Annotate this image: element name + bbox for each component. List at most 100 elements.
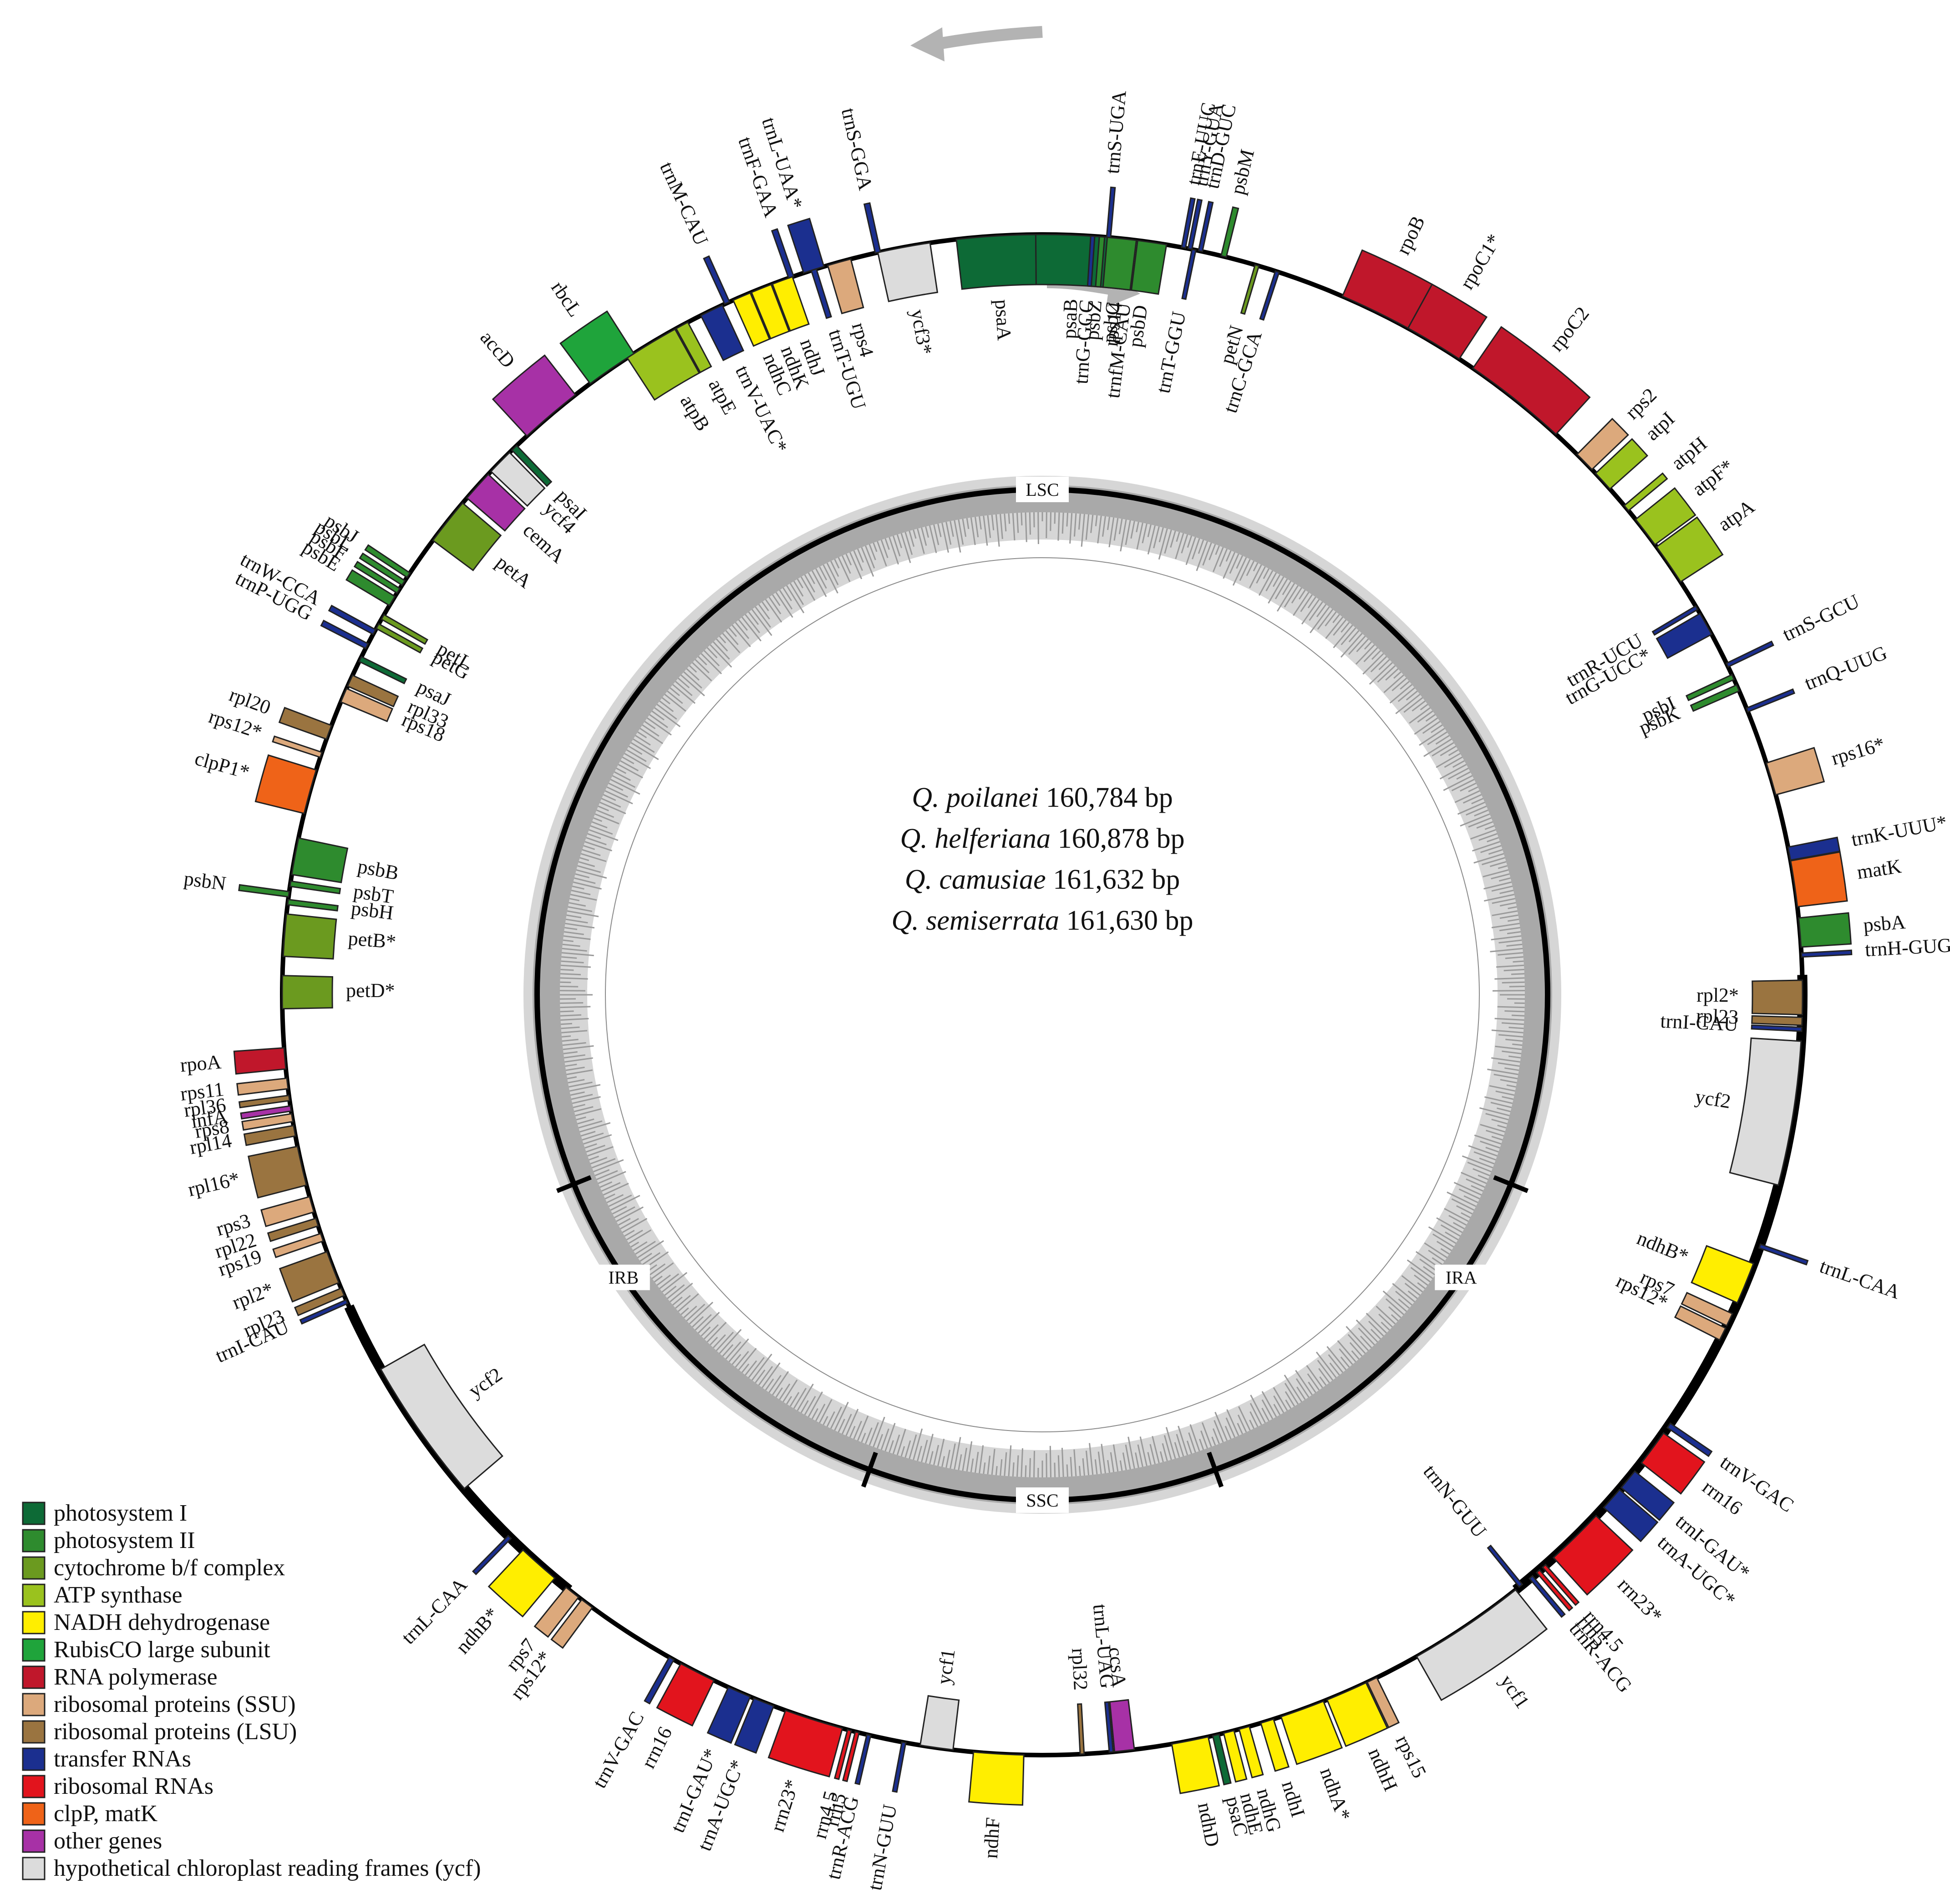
- legend-label-ndh: NADH dehydrogenase: [54, 1609, 270, 1635]
- gene-ndhg: [1238, 1726, 1264, 1779]
- gene-label-trns-uga: trnS-UGA: [1101, 90, 1131, 175]
- legend-swatch-psi: [22, 1502, 46, 1525]
- gene-rrn16: [1640, 1432, 1706, 1495]
- gene-petd: [281, 975, 334, 1010]
- gene-trna-ugc: [734, 1697, 775, 1754]
- legend-swatch-oth: [22, 1829, 46, 1853]
- gene-label-peta: petA: [492, 551, 536, 593]
- gene-trnk-uuu: [1787, 836, 1841, 861]
- gene-trnr-acg: [1528, 1575, 1566, 1618]
- gene-trni-cau: [1751, 1024, 1803, 1032]
- legend-swatch-rrn: [22, 1775, 46, 1798]
- gene-rps12: [272, 735, 323, 759]
- gene-trns-gcu: [1725, 640, 1774, 668]
- legend-label-rbc: RubisCO large subunit: [54, 1637, 270, 1663]
- gene-ndhe: [1223, 1730, 1248, 1783]
- gene-psai: [511, 444, 553, 487]
- size-line-3: Q. camusiae 161,632 bp: [905, 864, 1180, 895]
- legend-swatch-ycf: [22, 1857, 46, 1880]
- gene-rpl20: [278, 707, 333, 740]
- legend-label-rrn: ribosomal RNAs: [54, 1773, 213, 1799]
- region-label-bg: [1435, 1264, 1488, 1290]
- region-label-ira: IRA: [1446, 1268, 1477, 1288]
- gene-label-ndhf: ndhF: [980, 1817, 1004, 1859]
- gene-ycf2: [380, 1344, 503, 1490]
- genome-size-text: Q. poilanei 160,784 bp Q. helferiana 160…: [891, 782, 1193, 936]
- gene-psbc: [1102, 236, 1138, 291]
- gene-label-matk: matK: [1855, 855, 1903, 884]
- region-boundary-tick: [1493, 1175, 1529, 1193]
- region-boundary-tick: [556, 1175, 592, 1193]
- gene-psbe: [345, 569, 396, 606]
- gene-trnr-ucu: [1651, 605, 1699, 636]
- legend-swatch-cyt: [22, 1556, 46, 1580]
- gene-trnl-caa: [472, 1534, 512, 1575]
- gene-label-rps8: rps8: [193, 1115, 231, 1143]
- gene-rpl23: [294, 1287, 345, 1317]
- gene-label-ycf2: ycf2: [464, 1363, 506, 1402]
- legend-swatch-ndh: [22, 1611, 46, 1634]
- gene-rpl22: [267, 1217, 319, 1242]
- gene-trng-gcc: [1087, 235, 1096, 287]
- gene-label-rpoc2: rpoC2: [1545, 302, 1594, 356]
- gene-rps15: [1366, 1676, 1400, 1729]
- gene-matk: [1790, 851, 1848, 908]
- gene-rps2: [1576, 417, 1630, 471]
- gene-rrn4-5: [1541, 1563, 1580, 1606]
- gene-label-trns-gcu: trnS-GCU: [1779, 590, 1863, 646]
- gene-trnp-ugg: [320, 620, 369, 650]
- gene-psac: [1212, 1733, 1232, 1786]
- legend-label-psii: photosystem II: [54, 1527, 195, 1553]
- region-label-ssc: SSC: [1026, 1490, 1058, 1511]
- gene-ycf4: [490, 451, 546, 507]
- gene-blocks: [233, 186, 1853, 1806]
- gene-psbz: [1095, 236, 1106, 288]
- region-label-bg: [1016, 1487, 1069, 1513]
- gene-label-trnn-guu: trnN-GUU: [863, 1802, 901, 1892]
- gene-label-ndhb: ndhB*: [451, 1603, 503, 1658]
- region-ring: LSC IRA SSC IRB: [534, 477, 1550, 1513]
- gene-trni-cau: [299, 1298, 349, 1325]
- gene-label-rrn23: rrn23*: [1613, 1573, 1666, 1627]
- gene-trnt-ggu: [1181, 248, 1197, 300]
- gene-label-rpl14: rpl14: [188, 1129, 234, 1159]
- gene-trns-uga: [1106, 186, 1116, 239]
- gene-label-rps16: rps16*: [1828, 733, 1887, 769]
- gene-label-atpa: atpA: [1714, 495, 1758, 535]
- gene-labels: psaA psaB rps14trnfM-CAUycf3*rps4trnT-UGUn…: [179, 90, 1950, 1892]
- gc-content-ring: [523, 476, 1561, 1514]
- gene-ccsa: [1109, 1699, 1135, 1753]
- gene-psbh: [287, 899, 339, 911]
- gene-rpl2: [1751, 979, 1803, 1016]
- gene-label-psbz: psbZ: [1081, 299, 1106, 341]
- gene-trnw-cca: [328, 605, 377, 636]
- gene-rps4: [827, 258, 864, 315]
- gene-petl: [380, 613, 429, 645]
- gene-rrn16: [656, 1662, 715, 1727]
- gene-label-infa: infA: [189, 1105, 229, 1133]
- gene-label-trnq-uug: trnQ-UUG: [1801, 641, 1890, 695]
- gene-label-ycf2: ycf2: [1694, 1085, 1732, 1113]
- gene-label-trnv-gac: trnV-GAC: [588, 1708, 649, 1792]
- gene-rpl23: [1751, 1015, 1803, 1026]
- gene-rpl36: [238, 1095, 290, 1109]
- legend-swatch-rbc: [22, 1638, 46, 1662]
- gene-label-trnn-guu: trnN-GUU: [1419, 1461, 1491, 1542]
- legend-swatch-atp: [22, 1583, 46, 1607]
- legend-label-oth: other genes: [54, 1828, 162, 1854]
- gene-label-ndhd: ndhD: [1193, 1801, 1224, 1848]
- gene-rps11: [236, 1077, 289, 1096]
- legend-label-cyt: cytochrome b/f complex: [54, 1555, 285, 1581]
- gene-rrn5: [842, 1731, 860, 1782]
- ir-b-arc: [344, 1304, 573, 1594]
- gene-ycf1: [1416, 1588, 1548, 1701]
- legend-swatch-psii: [22, 1529, 46, 1553]
- region-boundary-tick: [861, 1451, 878, 1488]
- gene-rps7: [1681, 1292, 1733, 1327]
- gene-infa: [240, 1105, 292, 1120]
- region-label-irb: IRB: [608, 1268, 639, 1288]
- gene-clpp1: [254, 754, 317, 815]
- gene-rrn23: [767, 1709, 843, 1778]
- legend-label-atp: ATP synthase: [54, 1582, 183, 1608]
- gene-rps7: [533, 1586, 580, 1638]
